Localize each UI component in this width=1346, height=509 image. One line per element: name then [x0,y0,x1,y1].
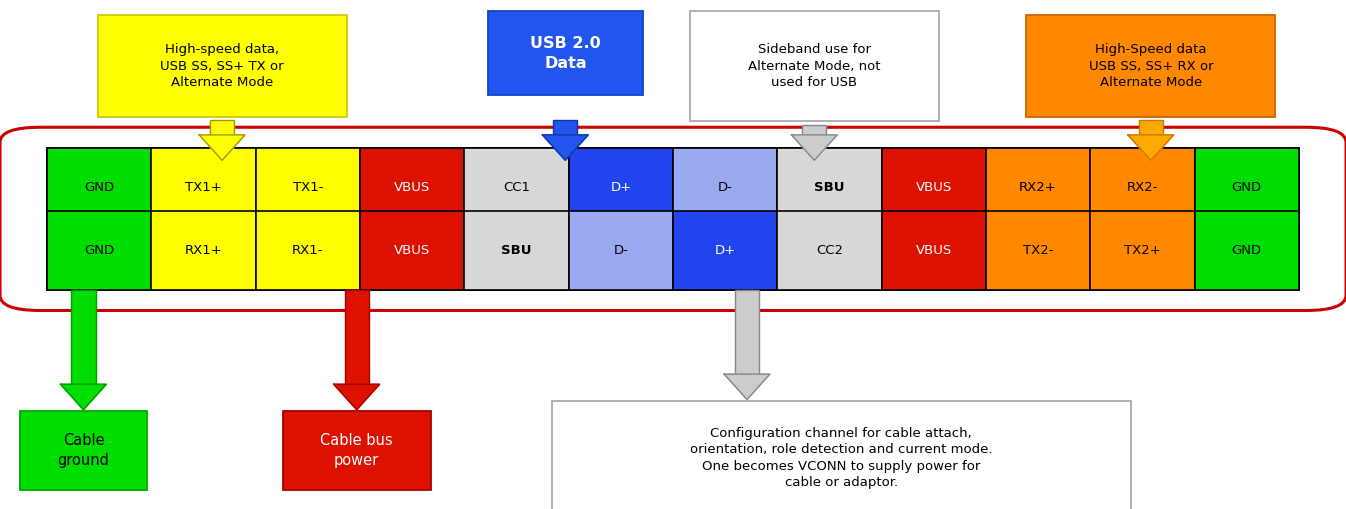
FancyBboxPatch shape [151,148,256,227]
Polygon shape [724,374,770,400]
FancyBboxPatch shape [359,211,464,290]
FancyBboxPatch shape [882,148,985,227]
FancyBboxPatch shape [882,211,985,290]
Text: RX2-: RX2- [1127,181,1158,193]
FancyBboxPatch shape [985,211,1090,290]
Text: VBUS: VBUS [915,244,952,257]
FancyBboxPatch shape [778,211,882,290]
Text: D+: D+ [715,244,736,257]
Text: TX2-: TX2- [1023,244,1054,257]
Text: High-speed data,
USB SS, SS+ TX or
Alternate Mode: High-speed data, USB SS, SS+ TX or Alter… [160,43,284,89]
FancyBboxPatch shape [778,148,882,227]
FancyBboxPatch shape [464,148,568,227]
FancyBboxPatch shape [256,211,361,290]
FancyBboxPatch shape [19,411,148,490]
FancyBboxPatch shape [568,148,673,227]
Text: GND: GND [85,181,114,193]
FancyBboxPatch shape [1195,211,1299,290]
Text: Cable
ground: Cable ground [58,433,109,468]
Polygon shape [791,135,837,160]
Text: TX2+: TX2+ [1124,244,1160,257]
FancyBboxPatch shape [553,120,577,135]
FancyBboxPatch shape [47,211,1299,290]
Text: VBUS: VBUS [394,181,431,193]
FancyBboxPatch shape [1090,148,1195,227]
FancyBboxPatch shape [345,290,369,384]
Text: D-: D- [614,244,629,257]
Polygon shape [542,135,588,160]
Polygon shape [61,384,106,410]
Text: GND: GND [1232,244,1261,257]
Text: Sideband use for
Alternate Mode, not
used for USB: Sideband use for Alternate Mode, not use… [748,43,880,89]
Text: VBUS: VBUS [394,244,431,257]
FancyBboxPatch shape [552,401,1131,509]
FancyBboxPatch shape [673,148,778,227]
FancyBboxPatch shape [256,148,361,227]
Text: Cable bus
power: Cable bus power [320,433,393,468]
Text: USB 2.0
Data: USB 2.0 Data [530,36,600,71]
Text: RX1-: RX1- [292,244,323,257]
Text: RX2+: RX2+ [1019,181,1057,193]
Text: TX1-: TX1- [292,181,323,193]
FancyBboxPatch shape [47,148,151,227]
FancyBboxPatch shape [1195,148,1299,227]
Polygon shape [1128,135,1174,160]
FancyBboxPatch shape [71,290,96,384]
FancyBboxPatch shape [985,148,1090,227]
Text: SBU: SBU [814,181,845,193]
FancyBboxPatch shape [673,211,778,290]
Text: RX1+: RX1+ [184,244,222,257]
FancyBboxPatch shape [47,148,1299,290]
Text: GND: GND [85,244,114,257]
FancyBboxPatch shape [689,12,940,121]
FancyBboxPatch shape [47,148,1299,227]
Polygon shape [199,135,245,160]
Text: CC1: CC1 [503,181,530,193]
FancyBboxPatch shape [487,12,642,96]
Text: D-: D- [717,181,732,193]
Text: GND: GND [1232,181,1261,193]
Text: Configuration channel for cable attach,
orientation, role detection and current : Configuration channel for cable attach, … [690,427,992,489]
FancyBboxPatch shape [47,211,151,290]
FancyBboxPatch shape [568,211,673,290]
FancyBboxPatch shape [0,127,1346,310]
Text: VBUS: VBUS [915,181,952,193]
FancyBboxPatch shape [210,120,234,135]
FancyBboxPatch shape [151,211,256,290]
FancyBboxPatch shape [359,148,464,227]
Text: CC2: CC2 [816,244,843,257]
Text: High-Speed data
USB SS, SS+ RX or
Alternate Mode: High-Speed data USB SS, SS+ RX or Altern… [1089,43,1213,89]
FancyBboxPatch shape [1139,120,1163,135]
FancyBboxPatch shape [464,211,568,290]
FancyBboxPatch shape [802,125,826,135]
FancyBboxPatch shape [98,15,347,117]
Text: SBU: SBU [501,244,532,257]
Polygon shape [334,384,380,410]
FancyBboxPatch shape [735,290,759,374]
FancyBboxPatch shape [1090,211,1195,290]
FancyBboxPatch shape [1026,15,1276,117]
Text: TX1+: TX1+ [186,181,222,193]
FancyBboxPatch shape [283,411,431,490]
Text: D+: D+ [610,181,631,193]
